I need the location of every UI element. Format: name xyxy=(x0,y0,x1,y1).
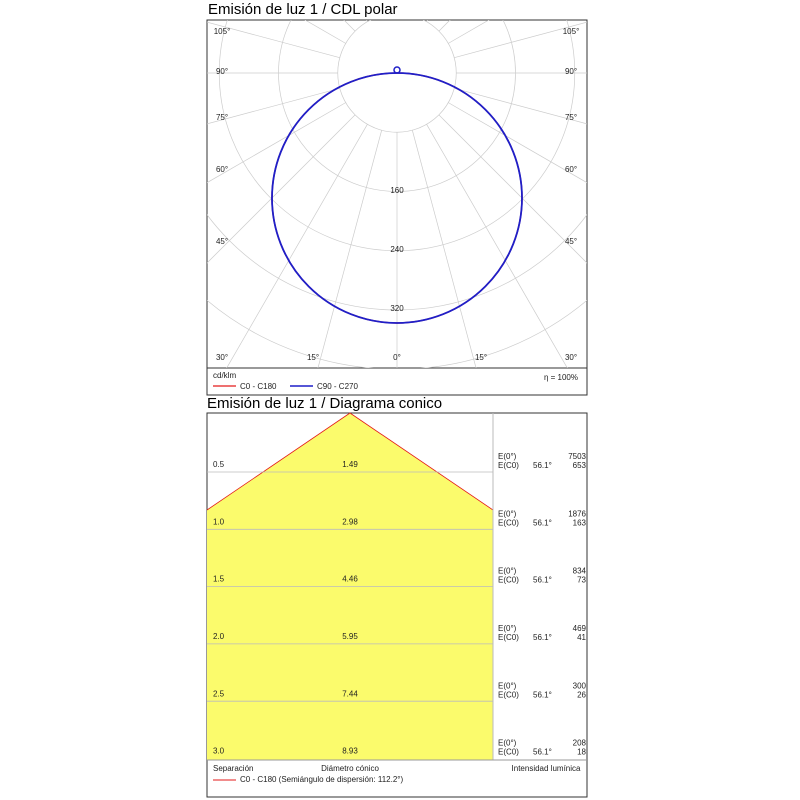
legend-label: C0 - C180 xyxy=(240,382,277,391)
angle: 56.1° xyxy=(533,518,552,527)
grid-ray xyxy=(438,20,451,32)
angle: 56.1° xyxy=(533,748,552,757)
curve-c90-loop xyxy=(393,66,401,74)
angle: 56.1° xyxy=(533,461,552,470)
angle-label: 30° xyxy=(216,353,228,362)
separation: 1.0 xyxy=(213,517,225,526)
angle-label: 105° xyxy=(563,27,580,36)
diameter: 5.95 xyxy=(342,632,358,641)
ec0-label: E(C0) xyxy=(498,518,519,527)
radial-label: 240 xyxy=(390,245,404,254)
cone-edge xyxy=(206,412,494,511)
diameter: 2.98 xyxy=(342,517,358,526)
angle-label: 90° xyxy=(216,67,228,76)
grid-ray xyxy=(438,114,587,264)
radial-label: 160 xyxy=(390,186,404,195)
grid-ray xyxy=(412,0,552,16)
grid-ray xyxy=(426,20,429,22)
legend-label: C0 - C180 (Semiángulo de dispersión: 112… xyxy=(240,775,403,784)
ec0-value: 26 xyxy=(577,690,586,699)
angle-label: 75° xyxy=(216,113,228,122)
diameter: 8.93 xyxy=(342,747,358,756)
ec0-label: E(C0) xyxy=(498,690,519,699)
e0-value: 7503 xyxy=(568,452,586,461)
unit-label: cd/klm xyxy=(213,371,236,380)
angle-label: 105° xyxy=(214,27,231,36)
ec0-value: 18 xyxy=(577,748,586,757)
e0-label: E(0°) xyxy=(498,452,517,461)
diameter: 1.49 xyxy=(342,460,358,469)
legend-label: C90 - C270 xyxy=(317,382,358,391)
grid-ray xyxy=(317,130,383,368)
ec0-value: 73 xyxy=(577,576,586,585)
ec0-label: E(C0) xyxy=(498,633,519,642)
grid-ray xyxy=(448,20,490,44)
radial-label: 320 xyxy=(390,304,404,313)
cone-title: Emisión de luz 1 / Diagrama conico xyxy=(207,395,442,412)
angle-label: 45° xyxy=(565,237,577,246)
grid-ray xyxy=(454,21,587,59)
angle-label: 75° xyxy=(565,113,577,122)
angle-label: 60° xyxy=(216,165,228,174)
footer-label: Diámetro cónico xyxy=(321,764,379,773)
polar-grid xyxy=(207,0,587,368)
angle-label: 30° xyxy=(565,353,577,362)
angle-label: 15° xyxy=(307,353,319,362)
e0-label: E(0°) xyxy=(498,739,517,748)
e0-value: 208 xyxy=(573,739,587,748)
ec0-value: 653 xyxy=(573,461,587,470)
grid-ray xyxy=(448,102,587,184)
diameter: 7.44 xyxy=(342,689,358,698)
separation: 3.0 xyxy=(213,747,225,756)
e0-value: 834 xyxy=(573,567,587,576)
grid-ray xyxy=(207,114,356,264)
angle-label: 45° xyxy=(216,237,228,246)
e0-label: E(0°) xyxy=(498,681,517,690)
ec0-value: 41 xyxy=(577,633,586,642)
ec0-label: E(C0) xyxy=(498,748,519,757)
e0-value: 469 xyxy=(573,624,587,633)
angle: 56.1° xyxy=(533,690,552,699)
grid-ray xyxy=(454,87,587,125)
angle: 56.1° xyxy=(533,633,552,642)
grid-ray xyxy=(207,87,340,125)
angle-label: 0° xyxy=(393,353,401,362)
polar-title: Emisión de luz 1 / CDL polar xyxy=(208,1,398,18)
separation: 1.5 xyxy=(213,575,225,584)
grid-ray xyxy=(411,130,477,368)
angle-label: 15° xyxy=(475,353,487,362)
separation: 0.5 xyxy=(213,460,225,469)
footer-label: Intensidad lumínica xyxy=(512,764,581,773)
separation: 2.0 xyxy=(213,632,225,641)
polar-frame xyxy=(206,19,588,396)
ec0-label: E(C0) xyxy=(498,461,519,470)
e0-label: E(0°) xyxy=(498,509,517,518)
footer-label: Separación xyxy=(213,764,253,773)
separation: 2.5 xyxy=(213,689,225,698)
ec0-value: 163 xyxy=(573,518,587,527)
diameter: 4.46 xyxy=(342,575,358,584)
grid-ray xyxy=(426,124,568,368)
e0-value: 1876 xyxy=(568,509,586,518)
angle-label: 60° xyxy=(565,165,577,174)
angle-label: 90° xyxy=(565,67,577,76)
angle: 56.1° xyxy=(533,576,552,585)
e0-value: 300 xyxy=(573,681,587,690)
grid-ray xyxy=(207,21,340,59)
e0-label: E(0°) xyxy=(498,624,517,633)
ec0-label: E(C0) xyxy=(498,576,519,585)
grid-ray xyxy=(226,124,368,368)
grid-ray xyxy=(207,102,346,184)
e0-label: E(0°) xyxy=(498,567,517,576)
efficiency: η = 100% xyxy=(544,373,578,382)
